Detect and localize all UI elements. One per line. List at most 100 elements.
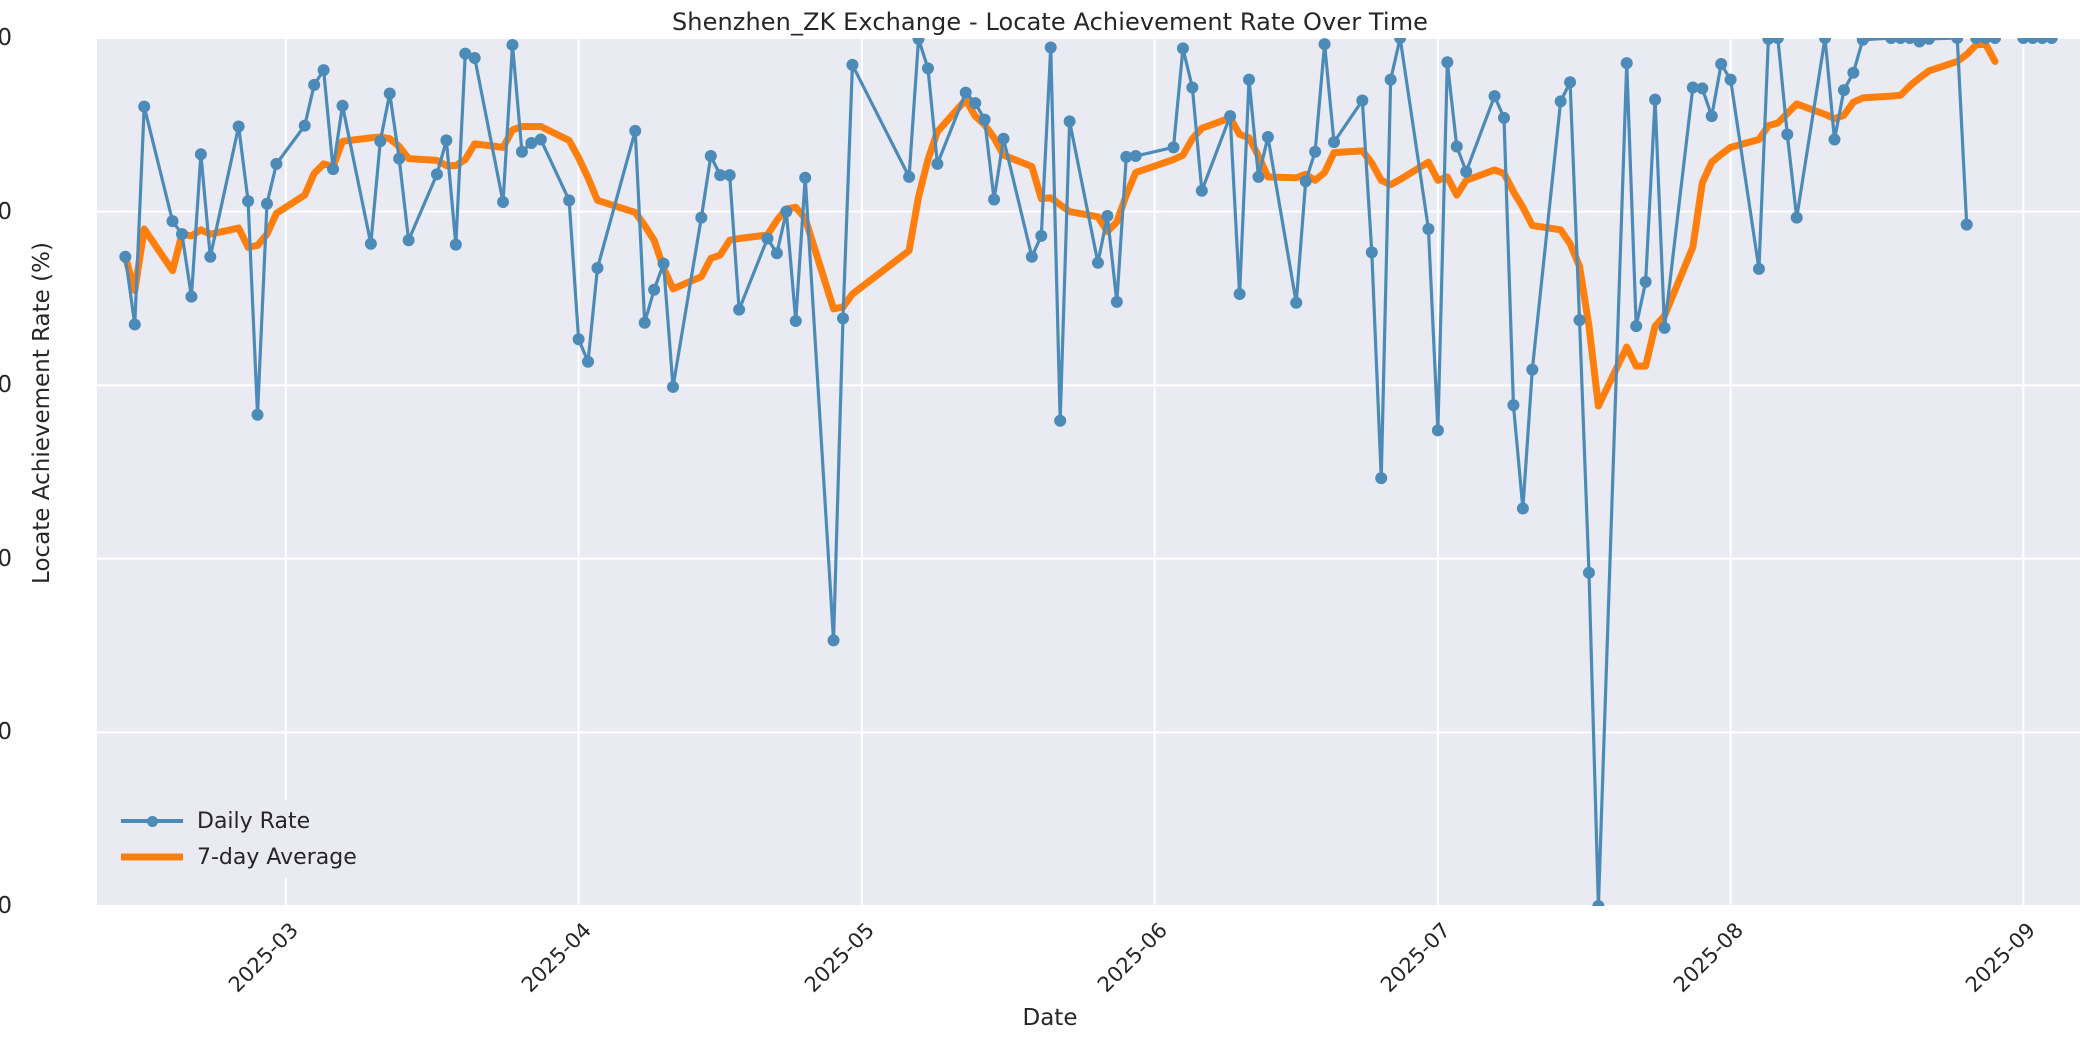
data-point-marker [704,150,717,163]
data-point-marker [770,247,783,260]
data-point-marker [1365,246,1378,259]
data-point-marker [506,38,519,51]
data-point-marker [638,316,651,329]
data-point-marker [251,408,264,421]
data-point-marker [733,303,746,316]
data-point-marker [761,232,774,245]
data-point-marker [1960,218,1973,231]
data-point-marker [1904,38,1917,44]
gridlines [97,38,2080,906]
data-point-marker [1497,111,1510,124]
data-point-marker [260,197,273,210]
data-point-marker [1110,295,1123,308]
data-point-marker [1847,66,1860,79]
data-point-marker [903,170,916,183]
data-point-marker [1686,81,1699,94]
series-7-day-average [121,40,1999,410]
data-point-marker [1167,141,1180,154]
y-tick-label: 100 [0,25,12,51]
legend-item-daily-rate: Daily Rate [121,808,357,834]
data-point-marker [298,119,311,132]
data-point-marker [912,38,925,45]
data-point-marker [1431,424,1444,437]
plot-svg [97,38,2080,906]
data-point-marker [194,148,207,161]
series-daily-rate [119,38,2058,906]
y-axis-label: Locate Achievement Rate (%) [29,242,55,584]
data-point-marker [1129,150,1142,163]
chart-legend: Daily Rate 7-day Average [111,800,369,878]
data-point-marker [138,100,151,113]
seven-day-average-line [121,40,1999,410]
data-point-marker [572,333,585,346]
data-point-marker [799,171,812,184]
data-point-marker [1856,38,1869,46]
data-point-marker [1828,133,1841,146]
data-point-marker [204,250,217,263]
data-point-marker [1819,38,1832,44]
data-point-marker [1054,414,1067,427]
data-point-marker [1176,42,1189,55]
data-point-marker [695,211,708,224]
data-point-marker [459,47,472,60]
legend-line-icon [121,853,183,861]
data-point-marker [232,120,245,133]
data-point-marker [1894,38,1907,44]
data-point-marker [1252,170,1265,183]
daily-rate-markers [119,38,2058,906]
data-point-marker [308,78,321,91]
data-point-marker [931,157,944,170]
legend-item-seven-day-average: 7-day Average [121,844,357,870]
data-point-marker [1771,38,1784,44]
data-point-marker [714,169,727,182]
data-point-marker [1724,73,1737,86]
data-point-marker [1526,363,1539,376]
plot-area: Daily Rate 7-day Average [97,38,2080,906]
y-tick-label: 20 [0,719,12,746]
data-point-marker [1922,38,1935,45]
data-point-marker [1290,296,1303,309]
legend-swatch-daily-rate [121,810,183,832]
data-point-marker [582,355,595,368]
data-point-marker [1658,321,1671,334]
data-point-marker [1762,38,1775,45]
data-point-marker [383,87,396,100]
data-point-marker [1989,38,2002,44]
data-point-marker [1091,256,1104,269]
data-point-marker [563,194,576,207]
data-point-marker [1186,81,1199,94]
data-point-marker [1441,56,1454,69]
data-point-marker [1120,150,1133,163]
data-point-marker [1261,130,1274,143]
data-point-marker [364,237,377,250]
data-point-marker [1309,145,1322,158]
data-point-marker [1970,38,1983,44]
data-point-marker [1356,94,1369,107]
data-point-marker [1715,58,1728,71]
data-point-marker [1318,38,1331,51]
data-point-marker [1394,38,1407,44]
data-point-marker [374,135,387,148]
legend-label-daily-rate: Daily Rate [197,808,311,834]
data-point-marker [440,134,453,147]
data-point-marker [1243,73,1256,86]
data-point-marker [1837,84,1850,97]
data-point-marker [468,51,481,64]
data-point-marker [921,62,934,75]
data-point-marker [827,634,840,647]
data-point-marker [1564,76,1577,89]
data-point-marker [846,58,859,71]
y-tick-label: 80 [0,198,12,225]
data-point-marker [591,262,604,275]
data-point-marker [393,152,406,165]
data-point-marker [1375,472,1388,485]
data-point-marker [128,318,141,331]
data-point-marker [1696,82,1709,95]
legend-swatch-seven-day-average [121,846,183,868]
data-point-marker [1460,165,1473,178]
data-point-marker [1507,399,1520,412]
data-point-marker [1885,38,1898,44]
data-point-marker [1101,209,1114,222]
data-point-marker [959,86,972,99]
data-point-marker [1299,175,1312,188]
